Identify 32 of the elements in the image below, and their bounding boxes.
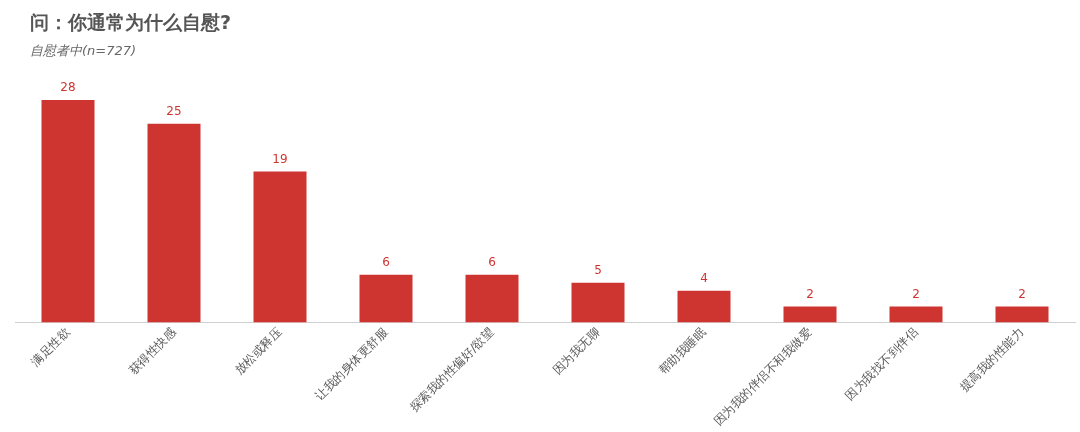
data-label: 6: [488, 254, 496, 269]
bar: [889, 306, 943, 323]
x-tick-label: 因为我的伴侣不和我做爱: [711, 325, 815, 429]
data-label: 19: [272, 151, 288, 166]
x-tick-label: 让我的身体更舒服: [312, 325, 391, 403]
chart-title: 问：你通常为什么自慰?: [30, 10, 232, 35]
data-label: 2: [806, 286, 814, 301]
bar: [41, 99, 95, 323]
data-label: 25: [166, 103, 182, 118]
bar: [995, 306, 1049, 323]
data-label: 4: [700, 270, 708, 285]
bar: [677, 290, 731, 323]
bar: [359, 274, 413, 323]
data-label: 2: [912, 286, 920, 301]
x-tick-label: 满足性欲: [28, 325, 73, 369]
x-tick-label: 放松或释压: [232, 325, 285, 378]
bar: [147, 123, 201, 323]
data-label: 28: [60, 80, 76, 95]
x-tick-label: 因为我无聊: [550, 325, 603, 378]
x-tick-label: 探索我的性偏好/欲望: [407, 325, 497, 415]
chart-subtitle: 自慰者中(n=727): [30, 42, 137, 60]
x-tick-label: 帮助我睡眠: [656, 325, 709, 378]
data-label: 5: [594, 262, 602, 277]
x-tick-label: 提高我的性能力: [957, 325, 1027, 395]
data-label: 2: [1018, 286, 1026, 301]
bar: [465, 274, 519, 323]
bar: [571, 282, 625, 323]
x-tick-label: 获得性快感: [126, 325, 179, 378]
bar: [783, 306, 837, 323]
bar: [253, 171, 307, 323]
data-label: 6: [382, 254, 390, 269]
x-tick-label: 因为我找不到伴侣: [842, 325, 921, 403]
